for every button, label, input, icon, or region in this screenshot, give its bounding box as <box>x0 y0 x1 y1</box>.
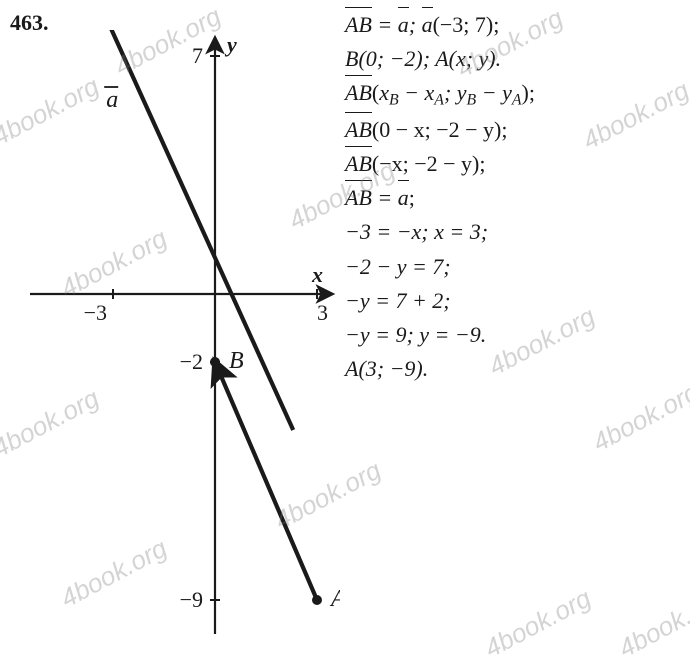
eq-line-7: −3 = −x; x = 3; <box>345 215 685 249</box>
eq-line-9: −y = 7 + 2; <box>345 284 685 318</box>
svg-text:a: a <box>106 87 118 113</box>
svg-text:−3: −3 <box>84 300 107 325</box>
vector-AB-label: AB <box>345 181 372 215</box>
eq-line-8: −2 − y = 7; <box>345 250 685 284</box>
svg-text:7: 7 <box>192 43 203 68</box>
coordinate-graph: x y −3 3 7 −2 −9 a B A <box>20 30 340 640</box>
subscript: A <box>434 92 444 109</box>
vector-AB-label: AB <box>345 76 372 110</box>
svg-text:3: 3 <box>317 300 328 325</box>
watermark: 4book.org <box>613 583 690 664</box>
svg-text:−9: −9 <box>180 587 203 612</box>
watermark: 4book.org <box>587 377 690 459</box>
eq-line-6: AB = a; <box>345 181 685 215</box>
eq-line-1: AB = a; a(−3; 7); <box>345 8 685 42</box>
vector-AB-label: AB <box>345 147 372 181</box>
svg-text:x: x <box>311 262 323 287</box>
subscript: B <box>389 92 399 109</box>
vector-AB-label: AB <box>345 113 372 147</box>
subscript: A <box>512 92 522 109</box>
vector-a-label: a <box>422 8 433 42</box>
vector-a-label: a <box>398 8 409 42</box>
vector-AB-label: AB <box>345 8 372 42</box>
solution-steps: AB = a; a(−3; 7); B(0; −2); A(x; y). AB(… <box>345 8 685 386</box>
eq-line-2: B(0; −2); A(x; y). <box>345 42 685 76</box>
eq-line-11: A(3; −9). <box>345 352 685 386</box>
eq-line-3: AB(xB − xA; yB − yA); <box>345 76 685 113</box>
svg-text:B: B <box>229 348 244 374</box>
svg-text:y: y <box>224 32 237 57</box>
svg-text:A: A <box>329 586 340 612</box>
svg-text:−2: −2 <box>180 349 203 374</box>
subscript: B <box>467 92 477 109</box>
eq-line-5: AB(−x; −2 − y); <box>345 147 685 181</box>
watermark: 4book.org <box>479 583 596 664</box>
eq-line-4: AB(0 − x; −2 − y); <box>345 113 685 147</box>
vector-a-label: a <box>398 181 409 215</box>
eq-line-10: −y = 9; y = −9. <box>345 318 685 352</box>
